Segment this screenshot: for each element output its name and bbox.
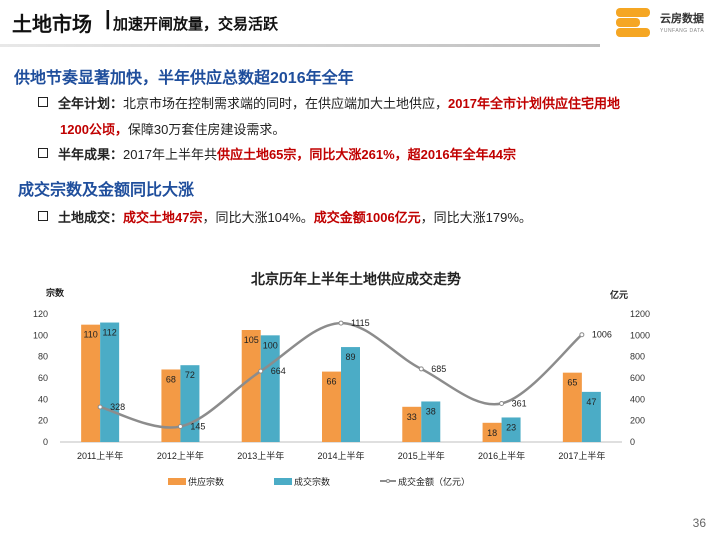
bar-data-label: 38: [426, 406, 436, 416]
bullet-land-transactions: 土地成交：成交土地47宗，同比大涨104%。成交金额1006亿元，同比大涨179…: [38, 208, 532, 228]
bar-data-label: 100: [263, 340, 278, 350]
bar-deal: [421, 401, 441, 442]
bar-deal: [260, 335, 280, 442]
section-heading-transactions: 成交宗数及金额同比大涨: [18, 182, 195, 199]
category-label: 2017上半年: [558, 450, 605, 461]
right-tick-label: 1000: [630, 330, 650, 340]
title-separator: |: [105, 8, 111, 30]
slide-title: 土地市场: [12, 14, 92, 36]
bar-deal: [501, 417, 521, 442]
bullet-half-year-result: 半年成果：2017年上半年共供应土地65宗，同比大涨261%，超2016年全年4…: [38, 145, 516, 165]
legend-label-deal: 成交宗数: [294, 476, 330, 487]
bar-deal: [100, 322, 120, 442]
brand-logo: 云房数据 YUNFANG DATA: [612, 4, 712, 44]
amount-data-label: 664: [271, 366, 286, 376]
amount-point: [338, 320, 344, 326]
amount-point: [258, 368, 264, 374]
slide-header: 土地市场 | 加速开闸放量，交易活跃 云房数据 YUNFANG DATA: [0, 0, 720, 47]
bar-supply: [161, 369, 181, 442]
left-tick-label: 100: [33, 330, 48, 340]
bar-data-label: 18: [487, 428, 497, 438]
bullet-annual-plan-line2: 1200公顷，保障30万套住房建设需求。: [60, 122, 286, 137]
bar-data-label: 66: [326, 377, 336, 387]
bar-data-label: 105: [244, 335, 259, 345]
left-tick-label: 0: [43, 437, 48, 447]
section-heading-supply: 供地节奏显著加快，半年供应总数超2016年全年: [14, 70, 354, 87]
logo-text: 云房数据: [660, 13, 704, 25]
bar-data-label: 68: [166, 374, 176, 384]
page-number: 36: [692, 516, 706, 530]
left-tick-label: 80: [38, 352, 48, 362]
bar-data-label: 23: [506, 422, 516, 432]
category-label: 2014上半年: [317, 450, 364, 461]
slide-subtitle: 加速开闸放量，交易活跃: [113, 16, 279, 33]
left-tick-label: 20: [38, 416, 48, 426]
amount-point: [499, 400, 505, 406]
bar-data-label: 47: [586, 397, 596, 407]
category-label: 2012上半年: [157, 450, 204, 461]
bar-data-label: 65: [567, 378, 577, 388]
bar-supply: [241, 330, 261, 442]
bar-data-label: 89: [345, 352, 355, 362]
amount-data-label: 1006: [592, 330, 612, 340]
category-label: 2016上半年: [478, 450, 525, 461]
left-axis-title: 宗数: [46, 287, 65, 298]
amount-point: [177, 424, 183, 430]
bar-deal: [180, 365, 200, 442]
logo-subtext: YUNFANG DATA: [660, 28, 705, 34]
right-tick-label: 600: [630, 373, 645, 383]
category-label: 2013上半年: [237, 450, 284, 461]
checkbox-bullet-icon: [38, 211, 48, 221]
bar-supply: [482, 422, 502, 442]
bar-deal: [581, 391, 601, 442]
bar-data-label: 112: [102, 328, 116, 338]
legend-label-amount: 成交金额（亿元）: [398, 476, 470, 487]
right-tick-label: 800: [630, 352, 645, 362]
header-divider: [0, 44, 600, 47]
bar-data-label: 110: [83, 330, 97, 340]
left-tick-label: 120: [33, 309, 48, 319]
legend-marker-amount: [386, 479, 390, 483]
chart-title: 北京历年上半年土地供应成交走势: [251, 271, 461, 287]
right-axis-title: 亿元: [610, 289, 628, 300]
amount-data-label: 685: [431, 364, 446, 374]
left-tick-label: 40: [38, 394, 48, 404]
bar-data-label: 33: [407, 412, 417, 422]
right-tick-label: 200: [630, 416, 645, 426]
legend-label-supply: 供应宗数: [188, 476, 224, 487]
bar-supply: [562, 372, 582, 442]
category-label: 2011上半年: [77, 450, 123, 461]
amount-data-label: 328: [110, 402, 125, 412]
legend-swatch-supply: [168, 478, 186, 485]
right-tick-label: 0: [630, 437, 635, 447]
amount-data-label: 1115: [351, 318, 370, 328]
checkbox-bullet-icon: [38, 148, 48, 158]
amount-data-label: 145: [190, 422, 205, 432]
bar-deal: [341, 347, 360, 442]
logo-mark-icon: [616, 8, 650, 37]
amount-point: [579, 332, 585, 338]
checkbox-bullet-icon: [38, 97, 48, 107]
bar-supply: [322, 371, 341, 442]
amount-point: [418, 366, 424, 372]
bar-supply: [81, 324, 101, 442]
bar-data-label: 72: [185, 370, 195, 380]
amount-data-label: 361: [512, 398, 527, 408]
bullet-annual-plan: 全年计划：北京市场在控制需求端的同时，在供应端加大土地供应，2017年全市计划供…: [38, 94, 688, 114]
category-label: 2015上半年: [398, 450, 445, 461]
bar-supply: [402, 406, 422, 442]
left-tick-label: 60: [38, 373, 48, 383]
right-tick-label: 1200: [630, 309, 650, 319]
amount-point: [97, 404, 103, 410]
legend-swatch-deal: [274, 478, 292, 485]
right-tick-label: 400: [630, 394, 645, 404]
